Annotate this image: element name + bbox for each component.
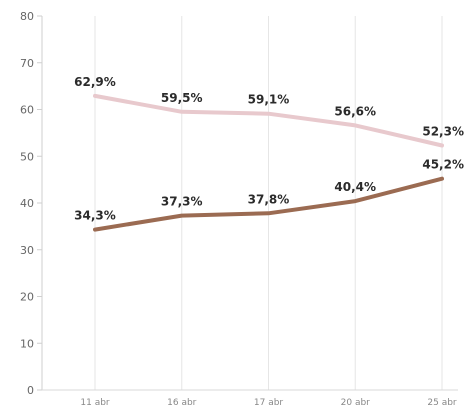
y-tick-label: 10 [20, 337, 34, 350]
x-tick-label: 25 abr [427, 398, 457, 408]
data-label: 37,8% [248, 192, 290, 206]
y-tick-label: 70 [20, 57, 34, 70]
grid-layer [94, 16, 443, 390]
series-layer [93, 93, 444, 232]
y-tick-label: 50 [20, 150, 34, 163]
data-label: 62,9% [74, 75, 116, 89]
series-line-2 [93, 176, 444, 232]
y-tick-label: 30 [20, 244, 34, 257]
x-tick-label: 11 abr [80, 398, 110, 408]
data-label: 59,5% [161, 91, 203, 105]
data-label: 40,4% [334, 180, 376, 194]
y-tick-label: 40 [20, 197, 34, 210]
y-tick-label: 20 [20, 291, 34, 304]
x-tick-label: 17 abr [254, 398, 284, 408]
x-tick-label: 20 abr [341, 398, 371, 408]
data-label: 45,2% [422, 158, 464, 172]
axis-layer: 0 10 20 30 40 50 60 70 80 11 abr 16 abr 17 abr 20 ab… [20, 10, 458, 408]
data-label: 56,6% [334, 104, 376, 118]
data-label: 59,1% [248, 93, 290, 107]
y-tick-label: 0 [27, 384, 34, 397]
label-layer: 62,9% 59,5% 59,1% 56,6% 52,3% 34,3% 37,3% 37,8%… [74, 75, 464, 223]
data-label: 52,3% [422, 124, 464, 138]
series-line-1 [93, 93, 444, 148]
x-tick-label: 16 abr [167, 398, 197, 408]
data-label: 34,3% [74, 209, 116, 223]
y-tick-label: 60 [20, 104, 34, 117]
data-label: 37,3% [161, 195, 203, 209]
y-tick-label: 80 [20, 10, 34, 23]
